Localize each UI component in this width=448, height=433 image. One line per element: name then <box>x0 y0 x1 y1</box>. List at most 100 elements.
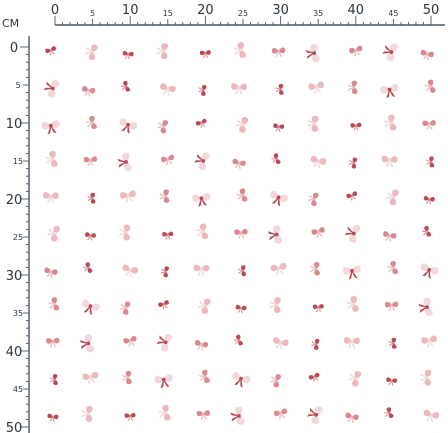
ruler-top-label: 40 <box>348 3 365 18</box>
bow-motif <box>156 43 168 60</box>
bow-motif <box>346 296 359 312</box>
bow-motif <box>237 265 246 277</box>
ruler-left-label: 30 <box>6 269 23 284</box>
bow-motif <box>422 120 436 130</box>
bow-motif <box>195 223 209 240</box>
ruler-left-label: 25 <box>13 233 23 242</box>
bow-motif <box>344 337 360 349</box>
bow-motif <box>420 49 434 61</box>
bow-motif <box>273 123 285 132</box>
bow-motif <box>380 83 399 99</box>
bow-motif <box>45 46 57 56</box>
bow-motif <box>120 190 136 203</box>
bow-motif <box>232 372 251 388</box>
bow-motif <box>158 300 169 310</box>
ruler-top: 0 5 10 15 20 25 30 35 40 45 50 <box>0 0 448 34</box>
bow-motif <box>156 333 173 352</box>
bow-pattern-canvas <box>34 34 448 433</box>
ruler-top-label: 0 <box>51 3 59 18</box>
bow-motif <box>159 189 170 203</box>
bow-motif <box>345 412 359 424</box>
bow-motif <box>119 118 138 134</box>
bow-motif <box>124 412 136 421</box>
bow-motif <box>122 264 139 278</box>
ruler-left: 0 5 10 15 20 25 30 35 40 45 50 <box>0 0 34 433</box>
bow-motif <box>424 79 436 93</box>
bow-motif <box>196 410 211 421</box>
bow-motif <box>233 334 243 346</box>
bow-motif <box>87 192 96 204</box>
bow-motif <box>193 264 210 277</box>
bow-motif <box>384 301 399 312</box>
bow-motif <box>419 369 432 386</box>
bow-motif <box>347 80 358 95</box>
bow-motif <box>234 228 248 239</box>
bow-motif <box>43 79 60 98</box>
ruler-left-label: 45 <box>13 385 23 394</box>
bow-motif <box>348 370 362 387</box>
bow-motif <box>385 189 399 206</box>
bow-motif <box>344 224 361 243</box>
bow-motif <box>423 195 435 205</box>
bow-motif <box>81 86 96 98</box>
bow-motif <box>117 152 132 171</box>
bow-motif <box>82 371 99 385</box>
ruler-left-label: 0 <box>10 41 18 56</box>
bow-motif <box>84 44 98 61</box>
ruler-left-label: 15 <box>13 157 23 166</box>
bow-motif <box>420 263 439 279</box>
bow-motif <box>350 122 362 131</box>
bow-motif <box>44 267 58 279</box>
bow-motif <box>81 405 93 422</box>
bow-motif <box>154 374 173 389</box>
bow-motif <box>48 297 60 311</box>
bow-motif <box>160 83 176 97</box>
bow-motif <box>157 120 169 134</box>
bow-motif <box>47 413 59 423</box>
bow-motif <box>305 44 320 62</box>
bow-motif <box>275 83 284 95</box>
ruler-top-label: 20 <box>197 3 214 18</box>
bow-motif <box>307 406 323 425</box>
bow-motif <box>81 299 100 316</box>
bow-motif <box>198 369 210 384</box>
ruler-top-label: 25 <box>238 9 248 18</box>
bow-motif <box>386 377 398 386</box>
bow-motif <box>310 262 320 276</box>
bow-motif <box>79 334 94 353</box>
bow-motif <box>160 266 169 278</box>
bow-motif <box>118 224 131 241</box>
bow-motif <box>267 225 283 244</box>
bow-motif <box>46 337 60 348</box>
bow-motif <box>83 156 98 167</box>
bow-motif <box>383 407 394 419</box>
bow-motif <box>383 114 397 131</box>
bow-motif <box>160 154 175 166</box>
bow-motif <box>418 297 433 316</box>
bow-motif <box>199 50 211 59</box>
bow-motif <box>349 45 363 57</box>
bow-motif <box>270 374 281 388</box>
ruler-left-label: 20 <box>6 193 23 208</box>
bow-motif <box>311 227 325 239</box>
ruler-top-label: 30 <box>272 3 289 18</box>
ruler-left-label: 40 <box>6 345 23 360</box>
bow-motif <box>122 50 134 60</box>
bow-motif <box>386 260 399 275</box>
bow-motif <box>346 191 358 201</box>
ruler-left-label: 10 <box>6 117 23 132</box>
bow-motif <box>194 152 210 171</box>
bow-motif <box>41 120 60 135</box>
bow-motif <box>426 156 435 168</box>
bow-motif <box>45 151 58 167</box>
bow-motif <box>120 80 131 92</box>
bow-motif <box>421 335 437 349</box>
ruler-left-label: 50 <box>6 421 23 433</box>
bow-motif <box>348 157 358 169</box>
bow-motif <box>85 232 96 241</box>
bow-motif <box>310 155 327 169</box>
bow-motif <box>270 262 287 276</box>
bow-motif <box>82 262 93 273</box>
ruler-unit-label: CM <box>2 17 20 30</box>
bow-motif <box>231 83 247 95</box>
